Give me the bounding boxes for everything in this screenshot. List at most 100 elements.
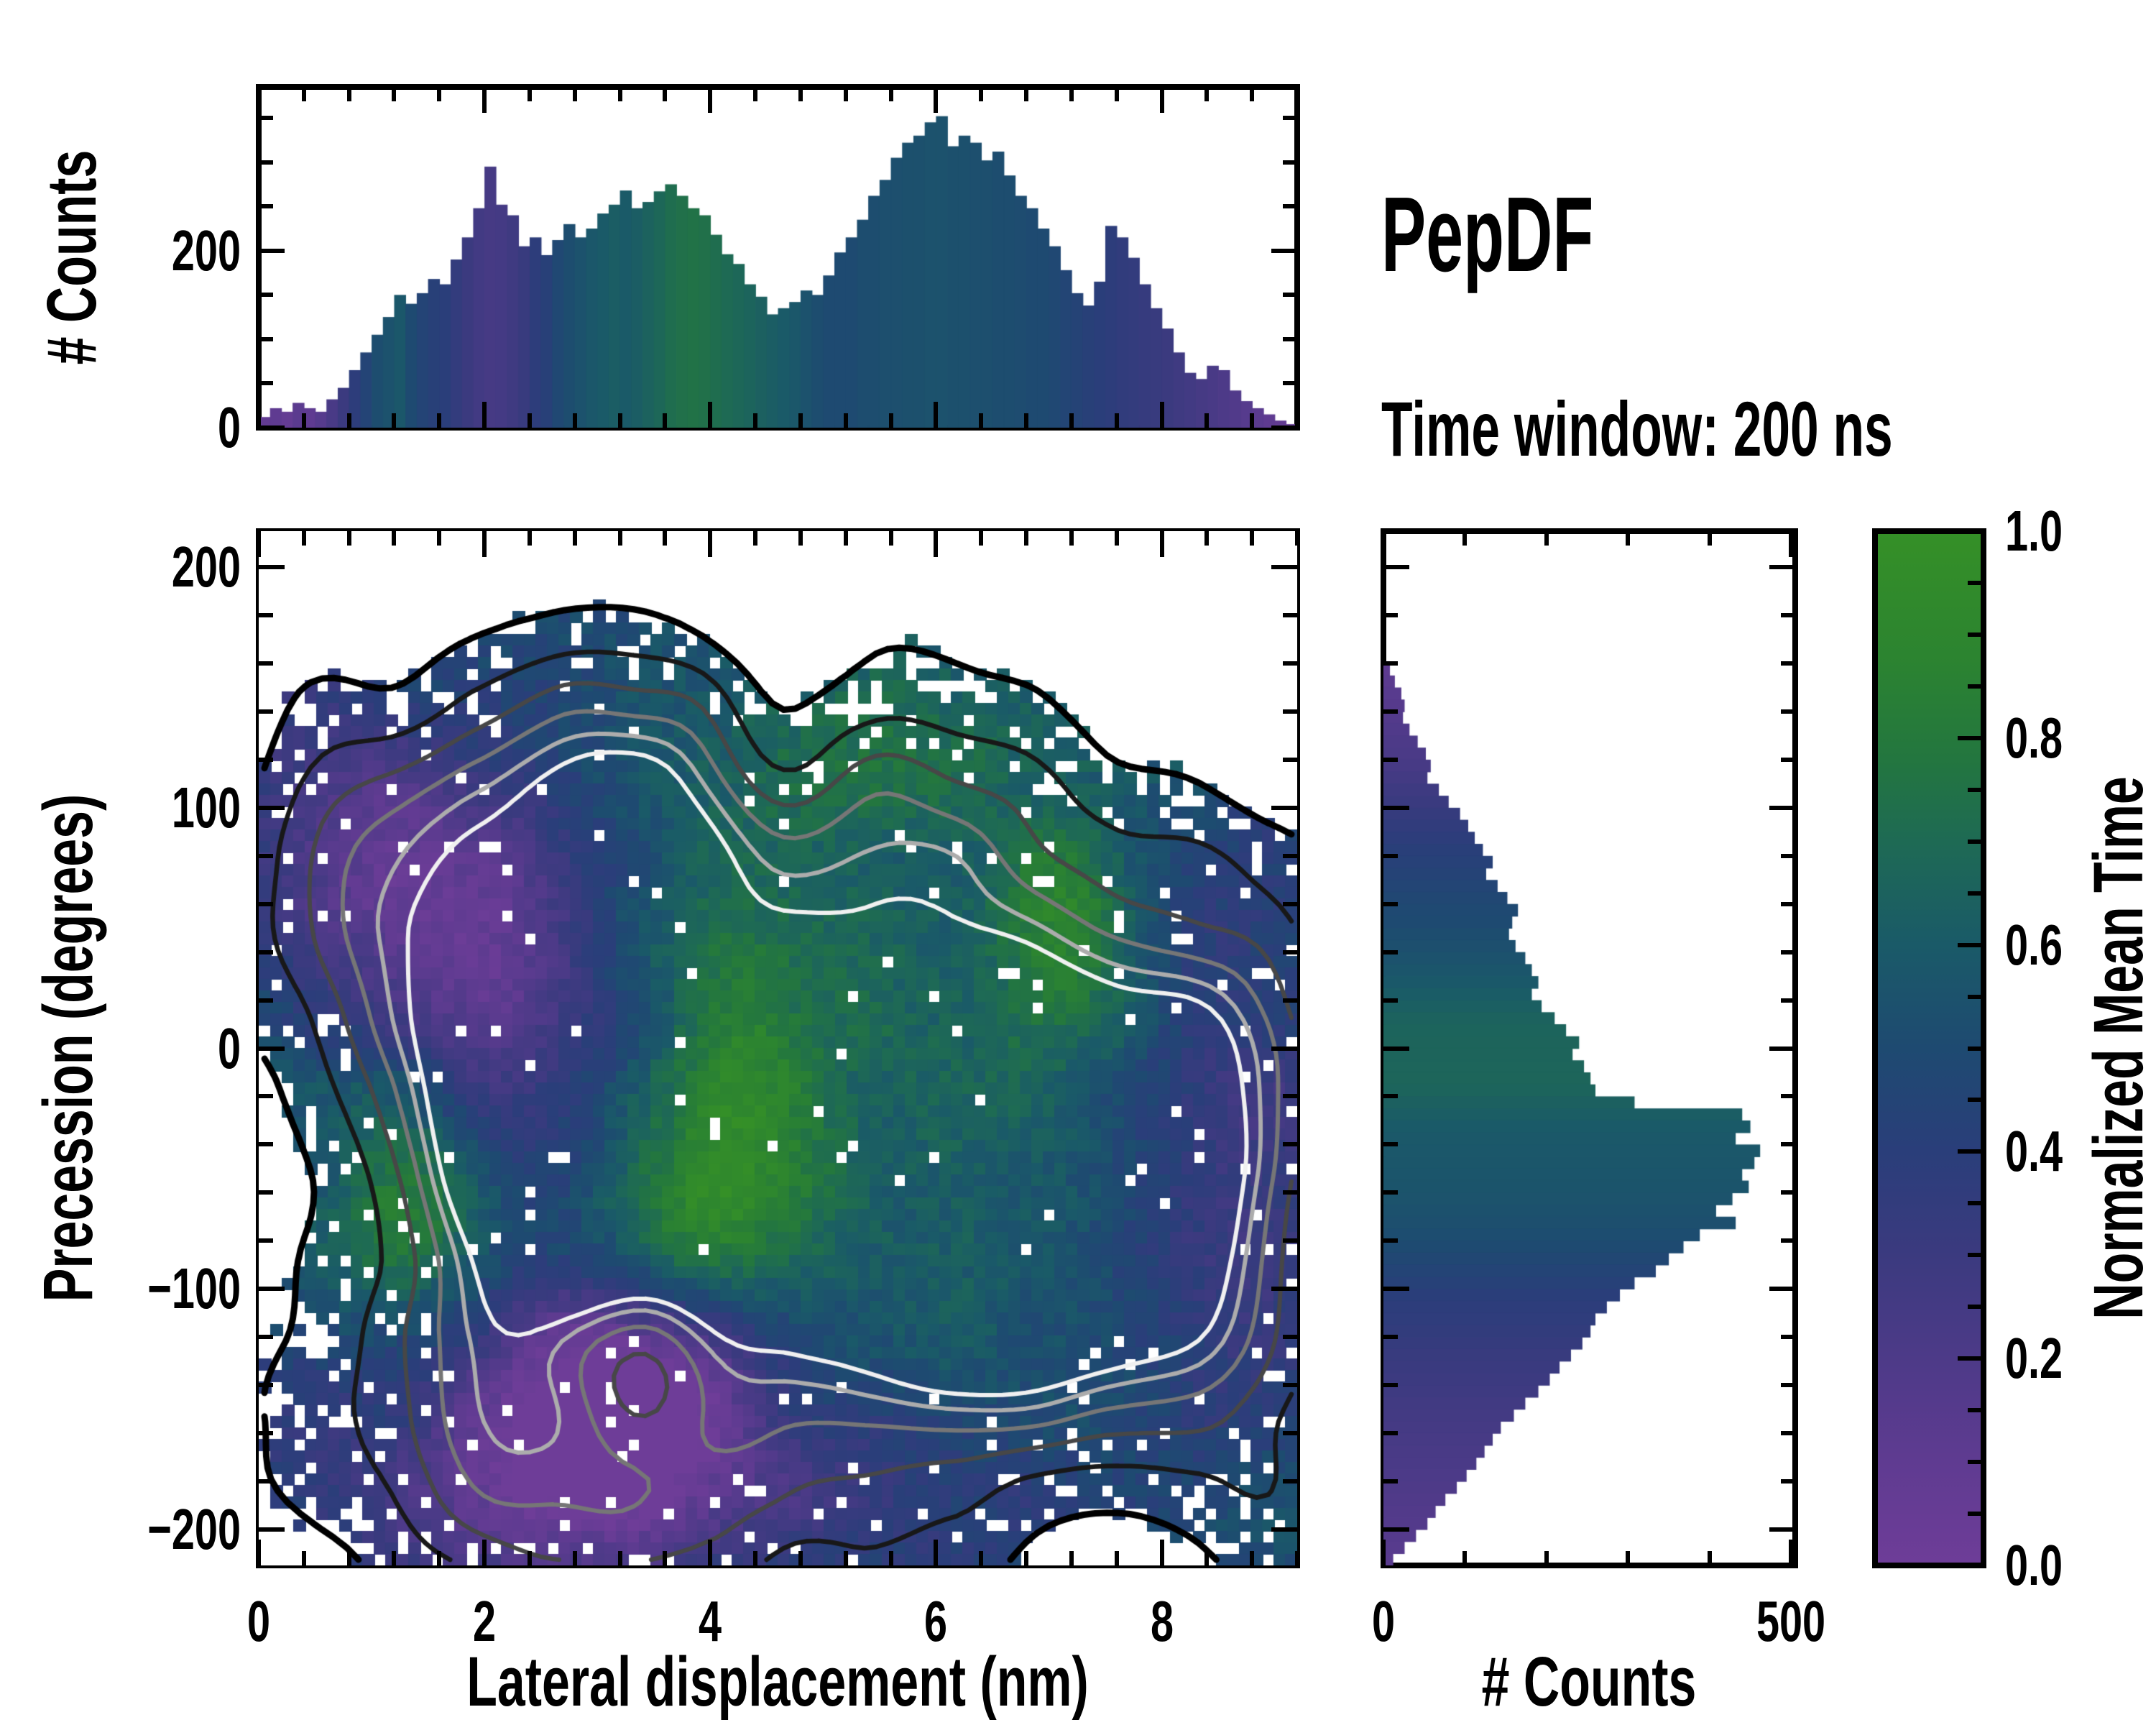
colorbar-tick-label: 0.6 xyxy=(2005,912,2063,977)
colorbar-tick-label: 0.8 xyxy=(2005,705,2063,770)
y-tick xyxy=(1283,1383,1297,1387)
y-tick xyxy=(259,1478,273,1484)
top-y-tick xyxy=(1283,293,1297,298)
y-tick xyxy=(1383,1238,1398,1243)
x-minor-tick xyxy=(1114,413,1119,428)
x-minor-tick xyxy=(527,1551,532,1565)
x-minor-tick xyxy=(888,531,893,546)
right-x-tick xyxy=(1462,1551,1468,1565)
x-minor-tick xyxy=(1114,1551,1119,1565)
x-minor-tick xyxy=(934,1540,939,1565)
colorbar-tick xyxy=(1958,735,1984,740)
x-minor-tick xyxy=(1295,413,1299,428)
top-y-tick xyxy=(259,160,273,165)
x-minor-tick xyxy=(482,87,487,113)
x-minor-tick xyxy=(437,413,442,428)
x-minor-tick xyxy=(934,87,939,113)
colorbar-tick-label: 0.0 xyxy=(2005,1533,2063,1597)
x-minor-tick xyxy=(572,87,577,101)
x-minor-tick xyxy=(617,413,622,428)
colorbar-tick xyxy=(1958,529,1984,533)
main-heatmap-canvas xyxy=(259,531,1297,1565)
colorbar-tick xyxy=(1968,1098,1984,1103)
y-tick xyxy=(1781,661,1795,666)
x-minor-tick xyxy=(1295,531,1299,546)
x-minor-tick xyxy=(1250,413,1255,428)
right-x-tick xyxy=(1544,1551,1549,1565)
y-tick xyxy=(1383,1478,1398,1484)
x-minor-tick xyxy=(257,87,261,113)
y-tick xyxy=(259,949,273,954)
y-tick xyxy=(1383,949,1398,954)
x-minor-tick xyxy=(708,402,713,428)
y-tick xyxy=(1283,901,1297,906)
y-tick xyxy=(1283,1430,1297,1435)
x-minor-tick xyxy=(392,87,397,101)
x-minor-tick xyxy=(437,87,442,101)
main-x-tick-label: 4 xyxy=(699,1589,722,1653)
y-tick xyxy=(1271,805,1297,810)
y-tick xyxy=(1283,1238,1297,1243)
right-x-tick-label: 500 xyxy=(1756,1589,1826,1653)
x-minor-tick xyxy=(1159,402,1164,428)
x-minor-tick xyxy=(979,1551,984,1565)
y-tick xyxy=(1769,1046,1795,1051)
x-minor-tick xyxy=(843,531,848,546)
right-x-tick xyxy=(1626,1551,1631,1565)
colorbar-tick xyxy=(1968,891,1984,896)
y-tick xyxy=(1781,949,1795,954)
x-minor-tick xyxy=(1114,87,1119,101)
x-minor-tick xyxy=(798,1551,803,1565)
y-tick xyxy=(1769,565,1795,570)
x-minor-tick xyxy=(346,413,351,428)
x-minor-tick xyxy=(301,1551,306,1565)
x-minor-tick xyxy=(437,1551,442,1565)
x-minor-tick xyxy=(392,531,397,546)
colorbar-tick xyxy=(1968,580,1984,585)
x-minor-tick xyxy=(798,531,803,546)
right-x-tick xyxy=(1707,531,1712,546)
top-y-tick xyxy=(259,381,273,386)
y-tick xyxy=(1781,1430,1795,1435)
x-minor-tick xyxy=(1024,87,1029,101)
y-tick xyxy=(259,1287,285,1292)
y-tick xyxy=(1781,1094,1795,1099)
right-x-tick xyxy=(1381,1540,1386,1565)
y-tick xyxy=(1283,949,1297,954)
x-minor-tick xyxy=(663,413,668,428)
y-tick xyxy=(259,1383,273,1387)
top-y-tick xyxy=(1283,336,1297,341)
right-histogram-canvas xyxy=(1383,531,1795,1565)
x-minor-tick xyxy=(1159,1540,1164,1565)
right-x-tick xyxy=(1626,531,1631,546)
x-minor-tick xyxy=(1204,413,1210,428)
x-minor-tick xyxy=(572,1551,577,1565)
x-minor-tick xyxy=(1159,87,1164,113)
x-minor-tick xyxy=(1250,531,1255,546)
y-tick xyxy=(1383,1046,1409,1051)
y-tick xyxy=(259,1335,273,1340)
x-minor-tick xyxy=(753,531,758,546)
x-minor-tick xyxy=(301,413,306,428)
y-tick xyxy=(1383,1142,1398,1147)
right-x-tick xyxy=(1789,1540,1794,1565)
main-x-tick-label: 8 xyxy=(1150,1589,1174,1653)
x-minor-tick xyxy=(1250,1551,1255,1565)
y-tick xyxy=(1781,1383,1795,1387)
x-minor-tick xyxy=(301,87,306,101)
y-tick xyxy=(1383,805,1409,810)
x-minor-tick xyxy=(1295,1551,1299,1565)
y-tick xyxy=(1383,901,1398,906)
colorbar-tick-label: 1.0 xyxy=(2005,499,2063,563)
main-y-tick-label: 0 xyxy=(217,1016,241,1080)
y-tick xyxy=(259,805,285,810)
x-minor-tick xyxy=(346,531,351,546)
y-tick xyxy=(1781,901,1795,906)
top-y-tick xyxy=(1271,248,1297,253)
y-tick xyxy=(259,1046,285,1051)
plot-subtitle: Time window: 200 ns xyxy=(1381,385,1893,472)
x-minor-tick xyxy=(798,413,803,428)
colorbar-tick xyxy=(1968,1046,1984,1051)
y-tick xyxy=(1271,1046,1297,1051)
